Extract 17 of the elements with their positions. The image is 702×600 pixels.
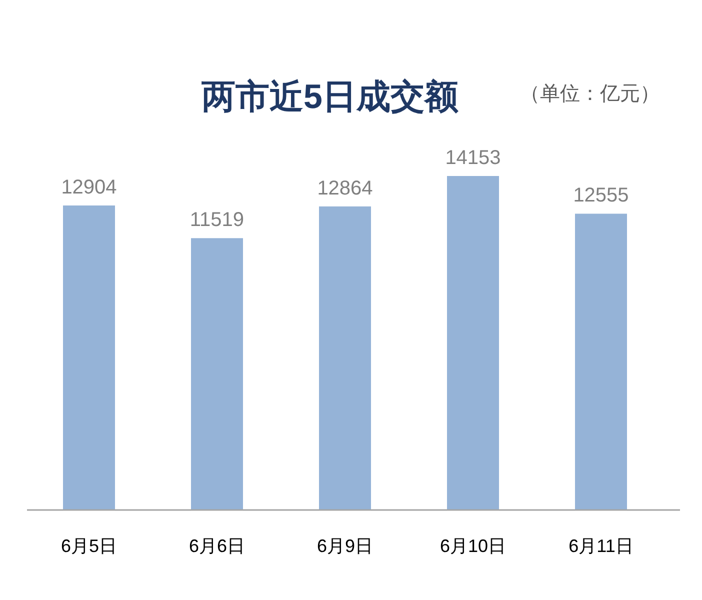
bar bbox=[575, 214, 627, 510]
data-label: 12555 bbox=[573, 184, 629, 207]
x-tick-label: 6月9日 bbox=[316, 536, 374, 556]
x-tick-label: 6月10日 bbox=[440, 536, 506, 556]
chart-title: 两市近5日成交额 bbox=[200, 78, 458, 116]
bar bbox=[319, 206, 371, 510]
bar bbox=[447, 176, 499, 510]
x-tick-label: 6月5日 bbox=[60, 536, 118, 556]
bar bbox=[191, 238, 243, 510]
x-tick-label: 6月11日 bbox=[568, 536, 634, 556]
data-label: 12864 bbox=[317, 177, 373, 200]
data-label: 11519 bbox=[190, 209, 244, 232]
bar bbox=[63, 205, 115, 510]
data-label: 12904 bbox=[61, 176, 117, 198]
data-label: 14153 bbox=[445, 147, 501, 169]
x-tick-label: 6月6日 bbox=[188, 536, 246, 556]
text: （单位：亿元） bbox=[520, 83, 660, 105]
